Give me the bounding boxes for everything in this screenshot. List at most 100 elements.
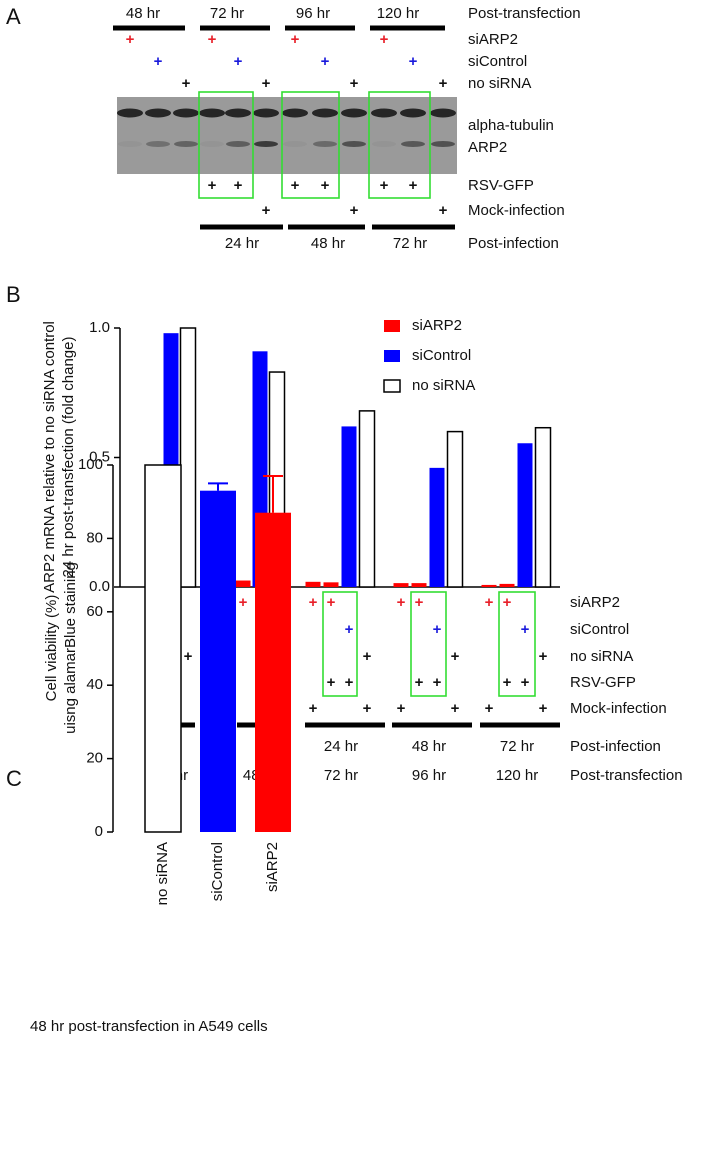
plus-sign: + [521,674,530,691]
row-label: siARP2 [570,594,620,611]
y-axis-label: 24 hr post-transfection (fold change) [60,337,77,578]
panel-label: B [6,282,21,307]
plus-sign: + [239,594,248,611]
bar [411,583,427,587]
plus-sign: + [485,594,494,611]
plus-sign: + [433,674,442,691]
time-label: 72 hr [324,767,358,784]
legend-swatch [384,320,400,332]
bar [358,410,376,588]
blot-band [174,141,198,147]
plus-sign: + [451,648,460,665]
plus-sign: + [397,700,406,717]
blot-band [341,108,367,118]
legend-swatch [384,350,400,362]
x-axis-label: 48 hr post-transfection in A549 cells [30,1018,268,1035]
plus-sign: + [321,177,330,194]
blot-band [283,141,307,147]
blot-band [173,108,199,118]
plus-sign: + [409,53,418,70]
error-bar [208,482,228,491]
plus-sign: + [291,31,300,48]
plus-sign: + [539,648,548,665]
plus-sign: + [182,75,191,92]
legend-label: no siRNA [412,377,475,394]
bar [144,464,182,833]
legend-swatch [383,379,401,393]
legend-label: siARP2 [412,317,462,334]
highlight-box [281,91,340,199]
bar [481,584,497,587]
bar [446,430,464,588]
blot-image [117,97,457,174]
bar [200,490,236,832]
time-label: 96 hr [296,5,330,22]
y-tick-label: 80 [86,529,103,546]
plus-sign: + [503,594,512,611]
band-label: ARP2 [468,139,507,156]
highlight-box [322,591,358,697]
blot-band [117,108,143,118]
highlight-box [368,91,431,199]
plus-sign: + [291,177,300,194]
plus-sign: + [309,594,318,611]
plus-sign: + [184,648,193,665]
plus-sign: + [439,202,448,219]
plus-sign: + [539,700,548,717]
error-bar [263,475,283,513]
y-tick-label: 40 [86,676,103,693]
blot-band [282,108,308,118]
row-label: Post-transfection [468,5,581,22]
plus-sign: + [363,700,372,717]
legend-label: siControl [412,347,471,364]
time-label: 120 hr [377,5,420,22]
plus-sign: + [262,202,271,219]
group-bar [305,722,385,728]
plus-sign: + [350,202,359,219]
bar [341,426,357,587]
highlight-box [410,591,447,697]
row-label: Mock-infection [570,700,667,717]
bar [393,583,409,587]
plus-sign: + [451,700,460,717]
group-bar [113,25,185,31]
plus-sign: + [380,31,389,48]
blot-band [342,141,366,147]
plus-sign: + [485,700,494,717]
blot-band [200,141,224,147]
bar [305,581,321,587]
plus-sign: + [208,31,217,48]
y-tick-label: 0.5 [89,448,110,465]
x-tick-label: no siRNA [154,842,171,905]
plus-sign: + [321,53,330,70]
y-tick-label: 100 [78,456,103,473]
plus-sign: + [415,594,424,611]
y-tick-label: 0.0 [89,578,110,595]
blot-band [400,108,426,118]
group-bar [372,224,455,230]
plus-sign: + [234,177,243,194]
bar [429,467,445,587]
bar [323,582,339,587]
y-tick-label: 0 [95,823,103,840]
plus-sign: + [433,621,442,638]
y-axis-label: uisng alamarBlue staining [62,562,79,734]
plus-sign: + [154,53,163,70]
blot-band [199,108,225,118]
time-label: 24 hr [225,235,259,252]
plus-sign: + [126,31,135,48]
blot-band [430,108,456,118]
plus-sign: + [415,674,424,691]
row-label: Post-infection [468,235,559,252]
time-label: 120 hr [496,767,539,784]
x-tick-label: siControl [209,842,226,901]
blot-band [431,141,455,147]
blot-band [225,108,251,118]
row-label: no siRNA [468,75,531,92]
blot-band [254,141,278,147]
blot-band [372,141,396,147]
time-label: 48 hr [126,5,160,22]
blot-band [146,141,170,147]
x-tick-label: siARP2 [264,842,281,892]
